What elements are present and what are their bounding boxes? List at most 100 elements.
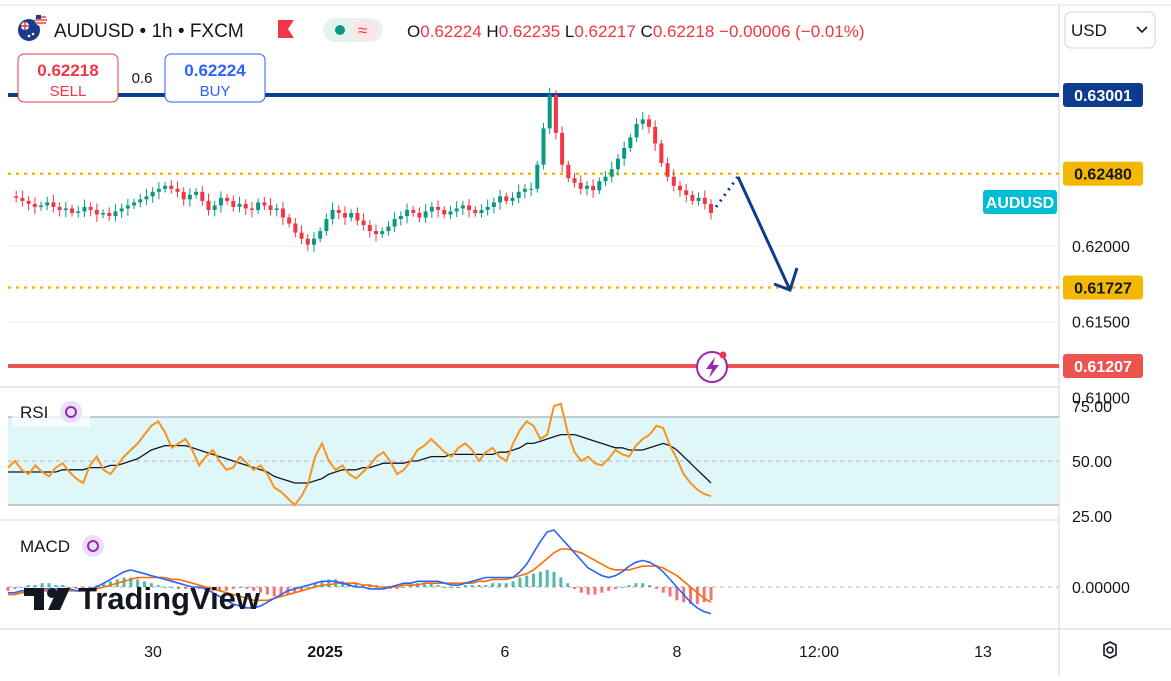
candle-body (374, 231, 379, 235)
macd-histogram-bar (641, 583, 645, 587)
macd-histogram-bar (504, 583, 508, 587)
candle-body (51, 202, 56, 207)
settings-gear-icon[interactable] (1103, 641, 1117, 659)
chevron-down-icon (1136, 26, 1148, 34)
time-axis[interactable]: 30 2025 6 8 12:00 13 (144, 644, 992, 661)
candle-body (436, 206, 441, 210)
rsi-legend[interactable]: RSI (12, 397, 90, 427)
macd-histogram-bar (702, 587, 706, 603)
macd-histogram-bar (26, 585, 30, 587)
candle-body (150, 191, 155, 197)
candles (14, 87, 713, 253)
candle-body (553, 95, 558, 133)
rsi-tick-label: 75.00 (1072, 399, 1112, 416)
candle-body (671, 176, 676, 186)
macd-histogram-bar (545, 569, 549, 587)
price-levels[interactable] (8, 93, 1059, 368)
candle-body (560, 132, 565, 165)
candle-body (609, 169, 614, 177)
rsi-tick-label: 25.00 (1072, 509, 1112, 526)
level-tag-0.63001[interactable] (1063, 83, 1143, 107)
macd-histogram-bar (375, 585, 379, 587)
macd-histogram-bar (354, 583, 358, 587)
candle-body (498, 196, 503, 203)
macd-histogram-bar (190, 587, 194, 589)
candle-body (249, 208, 254, 210)
candle-body (547, 95, 552, 129)
macd-histogram-bar (409, 585, 413, 587)
candle-body (454, 208, 459, 212)
candle-body (305, 238, 310, 245)
macd-histogram-bar (422, 583, 426, 587)
macd-histogram-bar (293, 587, 297, 593)
projection-dotted-line[interactable] (714, 175, 740, 208)
candle-body (659, 143, 664, 164)
flag-icon[interactable] (278, 20, 294, 38)
macd-histogram-bar (156, 585, 160, 587)
macd-histogram-bar (436, 585, 440, 587)
candle-body (423, 211, 428, 218)
price-tick-label: 0.61000 (1072, 390, 1130, 407)
candle-body (634, 123, 639, 138)
macd-histogram-bar (340, 581, 344, 587)
macd-tick-label: 0.00000 (1072, 580, 1130, 597)
macd-histogram-bar (245, 587, 249, 589)
tradingview-mark-icon (24, 588, 70, 610)
candle-body (398, 215, 403, 220)
level-tag-0.61207[interactable] (1063, 354, 1143, 378)
currency-selector[interactable]: USD (1064, 11, 1156, 49)
refresh-icon[interactable] (82, 535, 104, 557)
lightning-icon[interactable] (696, 351, 728, 383)
macd-histogram-bar (47, 583, 51, 587)
candle-body (70, 208, 75, 213)
candle-body (417, 212, 422, 218)
macd-histogram-bar (33, 585, 37, 587)
candle-body (225, 197, 230, 201)
macd-histogram-bar (627, 585, 631, 587)
macd-histogram-bar (538, 571, 542, 587)
macd-histogram-bar (484, 585, 488, 587)
macd-histogram-bar (402, 587, 406, 588)
level-tag-0.61727[interactable] (1063, 275, 1143, 300)
projection-arrow-line[interactable] (736, 176, 792, 291)
candle-body (615, 158, 620, 170)
macd-histogram-bar (695, 587, 699, 605)
macd-histogram-bar (67, 587, 71, 588)
candle-body (665, 163, 670, 177)
macd-histogram-bar (572, 587, 576, 589)
macd-histogram-bar (231, 587, 235, 589)
projection-drawing[interactable] (714, 175, 799, 292)
candle-body (125, 205, 130, 209)
macd-histogram-bar (313, 583, 317, 587)
candle-body (76, 211, 81, 213)
macd-histogram-bar (238, 587, 242, 588)
candle-body (491, 202, 496, 207)
buy-button[interactable]: 0.62224 BUY (164, 53, 266, 103)
macd-histogram-bar (675, 587, 679, 601)
level-tag-0.62480[interactable] (1063, 161, 1143, 186)
refresh-icon[interactable] (60, 401, 82, 423)
price-axis[interactable]: 0.62000 0.61500 0.61000 0.63001 0.62480 0.617… (983, 83, 1143, 597)
macd-line (8, 529, 712, 615)
macd-legend[interactable]: MACD (20, 535, 104, 557)
symbol-tag[interactable] (983, 190, 1057, 214)
macd-histogram-bar (497, 583, 501, 587)
candle-body (330, 209, 335, 220)
wave-icon-bg (352, 20, 379, 40)
candle-body (628, 137, 633, 149)
candle-body (591, 185, 596, 191)
ohlc-readout: O0.62224 H0.62235 L0.62217 C0.62218 −0.0… (407, 22, 865, 41)
candle-body (578, 182, 583, 189)
sell-button[interactable]: 0.62218 SELL (17, 53, 119, 103)
candle-body (473, 209, 478, 213)
candle-body (156, 188, 161, 192)
candle-body (640, 119, 645, 124)
symbol-header[interactable]: AUDUSD • 1h • FXCM ≈ O0.62224 H0.62235 L… (18, 13, 865, 42)
candle-body (88, 206, 93, 210)
candle-body (448, 211, 453, 215)
candle-body (677, 185, 682, 191)
candle-body (82, 206, 87, 212)
us-flag-icon (34, 13, 48, 27)
tradingview-wordmark: TradingView (78, 581, 261, 616)
macd-histogram-bar (95, 585, 99, 587)
